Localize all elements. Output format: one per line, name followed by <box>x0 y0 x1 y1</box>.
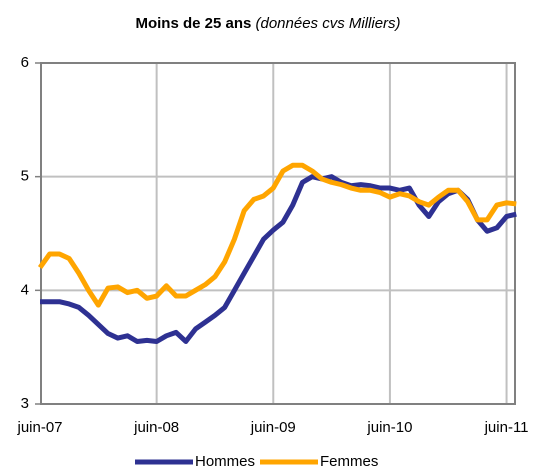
chart-title: Moins de 25 ans <box>135 15 251 32</box>
chart-subtitle: (données cvs Milliers) <box>256 15 401 32</box>
x-tick-label: juin-10 <box>366 419 412 436</box>
x-tick-label: juin-09 <box>250 419 296 436</box>
y-tick-label: 3 <box>21 395 29 412</box>
series-line <box>40 174 517 344</box>
x-tick-label: juin-08 <box>133 419 179 436</box>
y-tick-label: 5 <box>21 168 29 185</box>
plot-frame <box>40 62 516 405</box>
y-tick-label: 4 <box>21 281 29 298</box>
y-tick-label: 6 <box>21 54 29 71</box>
x-tick-label: juin-11 <box>484 419 529 436</box>
legend-label: Hommes <box>195 453 255 470</box>
chart-heading: Moins de 25 ans (données cvs Milliers) <box>135 15 400 32</box>
x-tick-label: juin-07 <box>16 419 62 436</box>
legend-label: Femmes <box>320 453 378 470</box>
series-line <box>37 162 517 308</box>
